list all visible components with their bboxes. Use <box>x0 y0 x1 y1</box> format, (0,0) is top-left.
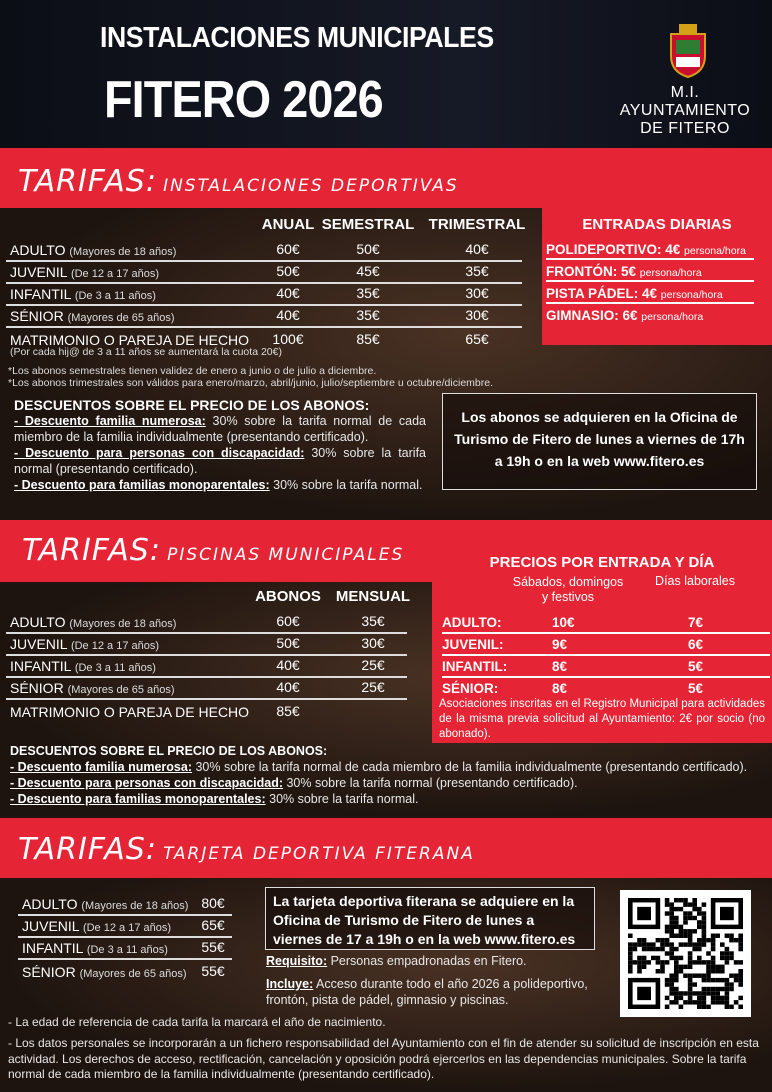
col-weekday: Días laborales <box>655 574 735 588</box>
table-row: JUVENIL (De 12 a 17 años) 50€ 30€ <box>6 634 407 656</box>
associations-note: Asociaciones inscritas en el Registro Mu… <box>439 698 765 740</box>
price-cell: 40€ <box>276 657 300 673</box>
table-row: JUVENIL (De 12 a 17 años) 65€ <box>18 916 232 938</box>
discount-item: - Descuento para familias monoparentales… <box>14 478 423 492</box>
price-cell: 50€ <box>356 241 380 257</box>
table-row: ADULTO (Mayores de 18 años) 60€ 35€ <box>6 612 407 634</box>
price-cell: 50€ <box>276 635 300 651</box>
entry-prices-title: PRECIOS POR ENTRADA Y DÍA <box>489 554 715 571</box>
table-row: SÉNIOR (Mayores de 65 años) 40€ 35€ 30€ <box>6 306 522 328</box>
entry-price-row: SÉNIOR: 8€ 5€ <box>442 681 704 696</box>
discount-item: - Descuento para personas con discapacid… <box>14 446 426 476</box>
discounts-title: DESCUENTOS SOBRE EL PRECIO DE LOS ABONOS… <box>14 397 370 413</box>
column-header: ABONOS <box>255 588 321 605</box>
footer-note-age: - La edad de referencia de cada tarifa l… <box>8 1015 386 1029</box>
card-info-box: La tarjeta deportiva fiterana se adquier… <box>265 887 595 950</box>
price-cell: 80€ <box>201 895 225 911</box>
price-cell: 30€ <box>361 635 385 651</box>
table-row: SÉNIOR (Mayores de 65 años) 55€ <box>18 960 232 982</box>
purchase-info-box: Los abonos se adquieren en la Oficina de… <box>442 393 757 490</box>
price-cell: 85€ <box>356 331 380 347</box>
price-cell: 30€ <box>465 307 489 323</box>
column-header: ANUAL <box>261 216 315 233</box>
price-cell: 85€ <box>276 703 300 719</box>
price-cell: 35€ <box>361 613 385 629</box>
table-row: ADULTO (Mayores de 18 años) 60€ 50€ 40€ <box>6 240 522 262</box>
includes: Incluye: Acceso durante todo el año 2026… <box>266 977 588 1007</box>
header <box>0 0 772 148</box>
price-cell: 65€ <box>201 917 225 933</box>
coat-of-arms-logo <box>667 24 709 79</box>
table-row: SÉNIOR (Mayores de 65 años) 40€ 25€ <box>6 678 407 700</box>
discounts-piscinas: DESCUENTOS SOBRE EL PRECIO DE LOS ABONOS… <box>10 743 770 807</box>
title-line1: INSTALACIONES MUNICIPALES <box>100 22 494 54</box>
daily-prices-box <box>542 208 772 345</box>
price-cell: 45€ <box>356 263 380 279</box>
table-row: INFANTIL (De 3 a 11 años) 40€ 25€ <box>6 656 407 678</box>
footer-note-privacy: - Los datos personales se incorporarán a… <box>8 1036 759 1081</box>
requirement: Requisito: Personas empadronadas en Fite… <box>266 954 527 968</box>
column-header: MENSUAL <box>335 588 411 605</box>
price-cell: 55€ <box>201 939 225 955</box>
price-cell: 50€ <box>276 263 300 279</box>
section-title-deportivas: TARIFAS: Instalaciones deportivas <box>18 164 459 199</box>
table-row: ADULTO (Mayores de 18 años) 80€ <box>18 894 232 916</box>
price-cell: 60€ <box>276 241 300 257</box>
price-cell: 65€ <box>465 331 489 347</box>
price-cell: 55€ <box>201 963 225 979</box>
entry-price-row: ADULTO: 10€ 7€ <box>442 612 770 634</box>
daily-price-item: FRONTÓN: 5€ persona/hora <box>546 260 754 282</box>
col-weekend: Sábados, domingos y festivos <box>512 575 624 604</box>
price-cell: 25€ <box>361 679 385 695</box>
discount-item: - Descuento familia numerosa: 30% sobre … <box>14 414 426 444</box>
note-trimestral: *Los abonos trimestrales son válidos par… <box>8 377 493 389</box>
price-cell: 35€ <box>465 263 489 279</box>
table-row: INFANTIL (De 3 a 11 años) 40€ 35€ 30€ <box>6 284 522 306</box>
page-title: FITERO 2026 <box>104 71 384 129</box>
price-cell: 40€ <box>465 241 489 257</box>
entry-prices-box <box>432 540 772 743</box>
org-line1: M.I. AYUNTAMIENTO <box>619 84 751 119</box>
price-cell: 25€ <box>361 657 385 673</box>
table-row: INFANTIL (De 3 a 11 años) 55€ <box>18 938 232 960</box>
daily-title: ENTRADAS DIARIAS <box>582 216 732 233</box>
price-cell: 100€ <box>272 331 304 347</box>
discount-item: - Descuento para personas con discapacid… <box>10 776 578 790</box>
entry-price-row: INFANTIL: 8€ 5€ <box>442 656 770 678</box>
section-band-deportivas <box>0 148 772 208</box>
table-row: MATRIMONIO O PAREJA DE HECHO 100€ 85€ 65€ <box>6 328 522 350</box>
price-cell: 35€ <box>356 285 380 301</box>
discount-item: - Descuento familia numerosa: 30% sobre … <box>10 760 748 774</box>
discount-item: - Descuento para familias monoparentales… <box>10 792 419 806</box>
section-band-tarjeta <box>0 818 772 878</box>
org-name: M.I. AYUNTAMIENTO DE FITERO <box>610 84 760 138</box>
qr-code[interactable] <box>620 890 751 1017</box>
daily-price-item: GIMNASIO: 6€ persona/hora <box>546 308 704 323</box>
column-header: SEMESTRAL <box>321 216 415 233</box>
child-note: (Por cada hij@ de 3 a 11 años se aumenta… <box>10 346 282 358</box>
price-cell: 40€ <box>276 307 300 323</box>
daily-price-item: PISTA PÁDEL: 4€ persona/hora <box>546 282 754 304</box>
column-header: TRIMESTRAL <box>428 216 526 233</box>
org-line2: DE FITERO <box>640 120 730 137</box>
price-cell: 30€ <box>465 285 489 301</box>
daily-price-item: POLIDEPORTIVO: 4€ persona/hora <box>546 238 754 260</box>
price-cell: 40€ <box>276 285 300 301</box>
discounts-deportivas: DESCUENTOS SOBRE EL PRECIO DE LOS ABONOS… <box>14 397 426 493</box>
table-row: JUVENIL (De 12 a 17 años) 50€ 45€ 35€ <box>6 262 522 284</box>
price-cell: 35€ <box>356 307 380 323</box>
note-semestral: *Los abonos semestrales tienen validez d… <box>8 365 377 377</box>
section-title-piscinas: TARIFAS: Piscinas municipales <box>22 533 405 568</box>
price-cell: 40€ <box>276 679 300 695</box>
discounts-title: DESCUENTOS SOBRE EL PRECIO DE LOS ABONOS… <box>10 744 328 758</box>
entry-price-row: JUVENIL: 9€ 6€ <box>442 634 770 656</box>
section-title-tarjeta: TARIFAS: Tarjeta deportiva fiterana <box>18 832 475 867</box>
table-row: MATRIMONIO O PAREJA DE HECHO 85€ <box>6 700 407 722</box>
price-cell: 60€ <box>276 613 300 629</box>
